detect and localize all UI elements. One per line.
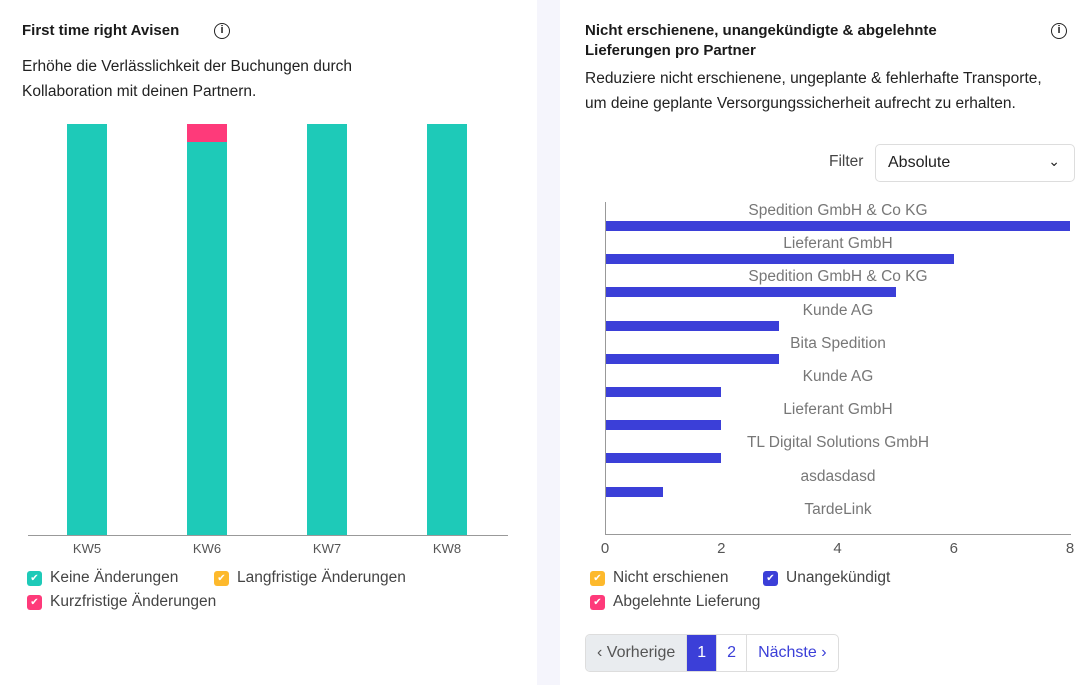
legend-checkbox-langfristig[interactable]: ✔ [214, 570, 229, 586]
legend-checkbox-nicht-erschienen[interactable]: ✔ [590, 570, 605, 586]
partner-bar[interactable] [605, 486, 664, 497]
x-tick-label: 6 [949, 540, 958, 557]
chevron-down-icon: ⌄ [1048, 153, 1060, 169]
legend-checkbox-unangekuendigt[interactable]: ✔ [763, 570, 778, 586]
panel-description: Reduziere nicht erschienene, ungeplante … [585, 70, 1042, 112]
x-tick-label: KW7 [312, 541, 342, 556]
x-tick-label: KW6 [192, 541, 222, 556]
legend-label: Unangekündigt [786, 569, 891, 586]
page-2-button[interactable]: 2 [717, 635, 748, 671]
x-tick-label: 2 [717, 540, 726, 557]
partner-panel: Nicht erschienene, unangekündigte & abge… [560, 0, 1090, 685]
partner-label: Spedition GmbH & Co KG [748, 202, 928, 219]
partner-bar[interactable] [605, 221, 1070, 231]
x-tick-label: KW5 [72, 541, 102, 556]
pagination: ‹ Vorherige 1 2 Nächste › [585, 634, 839, 672]
ftr-panel: First time right Avisen i Erhöhe die Ver… [0, 0, 537, 685]
filter-label: Filter [829, 153, 864, 170]
legend-label: Keine Änderungen [50, 569, 179, 586]
bar-KW6-2[interactable] [187, 124, 227, 143]
partner-label: TardeLink [804, 500, 872, 518]
prev-button[interactable]: ‹ Vorherige [586, 635, 688, 671]
legend-checkbox-keine[interactable]: ✔ [27, 570, 42, 586]
bar-KW6-0[interactable] [187, 142, 227, 535]
partner-bar[interactable] [605, 353, 780, 364]
bar-KW5-0[interactable] [67, 124, 107, 535]
bar-KW8-0[interactable] [427, 124, 467, 535]
partner-label: Lieferant GmbH [783, 401, 893, 419]
x-tick-label: 8 [1065, 540, 1075, 557]
y-axis [605, 202, 606, 535]
legend-label: Nicht erschienen [613, 569, 729, 586]
panel-description: Erhöhe die Verlässlichkeit der Buchungen… [22, 58, 353, 100]
partner-label: asdasdasd [800, 467, 876, 485]
bar-KW7-0[interactable] [307, 124, 347, 535]
info-icon[interactable]: i [214, 23, 230, 39]
partner-label: Kunde AG [802, 368, 874, 385]
partner-bar[interactable] [605, 387, 722, 397]
partner-bar[interactable] [605, 320, 780, 331]
x-axis [28, 535, 508, 536]
legend-label: Kurzfristige Änderungen [50, 593, 217, 610]
filter-value: Absolute [888, 154, 951, 171]
partner-label: Bita Spedition [790, 334, 886, 352]
x-tick-label: KW8 [432, 541, 462, 556]
legend-checkbox-abgelehnt[interactable]: ✔ [590, 594, 605, 610]
partner-label: TL Digital Solutions GmbH [746, 434, 930, 452]
partner-label: Kunde AG [802, 301, 874, 319]
legend-label: Abgelehnte Lieferung [613, 593, 761, 610]
partner-label: Lieferant GmbH [783, 235, 893, 253]
info-icon[interactable]: i [1051, 23, 1067, 39]
panel-title: Nicht erschienene, unangekündigte & abge… [585, 22, 937, 59]
next-button[interactable]: Nächste › [758, 644, 827, 661]
partner-bar[interactable] [605, 420, 722, 431]
x-tick-label: 4 [833, 540, 842, 557]
page-1-button[interactable]: 1 [687, 635, 718, 671]
x-axis [605, 534, 1071, 535]
partner-bar[interactable] [605, 254, 954, 265]
filter-select[interactable]: Absolute ⌄ [875, 144, 1075, 182]
legend-checkbox-kurzfristig[interactable]: ✔ [27, 594, 42, 610]
panel-divider [537, 0, 560, 685]
partner-label: Spedition GmbH & Co KG [748, 268, 928, 286]
partner-bar[interactable] [605, 453, 722, 464]
partner-bar[interactable] [605, 287, 896, 298]
legend-label: Langfristige Änderungen [237, 569, 406, 586]
x-tick-label: 0 [600, 540, 610, 557]
panel-title: First time right Avisen [22, 22, 180, 39]
